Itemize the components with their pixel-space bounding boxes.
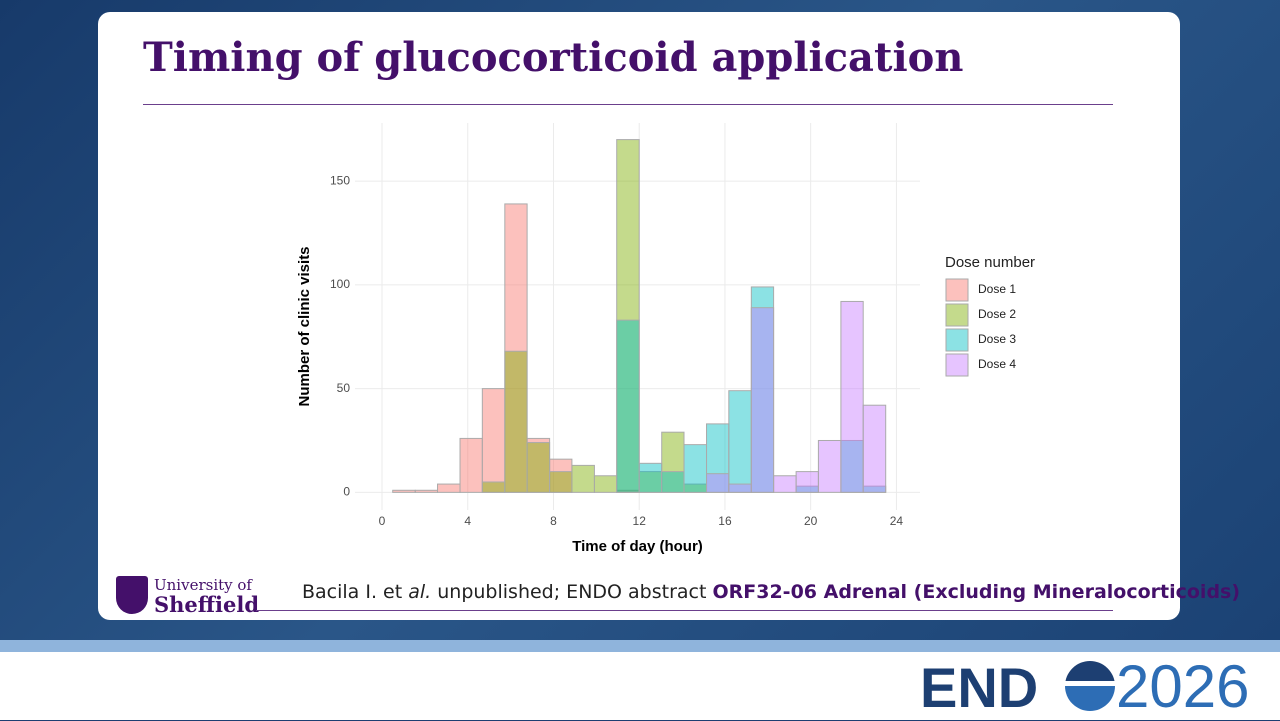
x-tick-label: 12	[633, 514, 647, 528]
bar	[862, 404, 887, 493]
x-tick-label: 8	[550, 514, 557, 528]
bar	[504, 350, 528, 493]
slide-title: Timing of glucocorticoid application	[143, 34, 964, 81]
bar	[481, 388, 506, 493]
citation-text: Bacila I. et	[302, 581, 403, 603]
globe-icon	[1065, 661, 1115, 711]
bar	[571, 464, 595, 493]
bar	[750, 307, 775, 493]
legend-label: Dose 4	[978, 357, 1016, 371]
legend-swatch	[945, 353, 969, 377]
bar	[392, 489, 416, 493]
y-tick-label: 50	[337, 381, 351, 395]
x-tick-label: 4	[464, 514, 471, 528]
y-tick-label: 0	[343, 485, 350, 499]
shield-icon	[116, 576, 148, 614]
y-tick-label: 100	[330, 277, 350, 291]
bar	[683, 444, 708, 493]
bar	[459, 437, 483, 493]
logo-line: University of	[154, 576, 252, 594]
citation-text: al.	[408, 581, 432, 603]
bar	[414, 489, 439, 493]
bar	[661, 471, 685, 493]
y-tick-label: 150	[330, 173, 350, 187]
bar	[437, 483, 461, 493]
legend-label: Dose 2	[978, 307, 1016, 321]
legend-swatch	[945, 328, 969, 352]
bar	[616, 319, 640, 493]
citation-text: unpublished; ENDO abstract	[437, 581, 707, 603]
legend-label: Dose 3	[978, 332, 1016, 346]
title-rule	[143, 104, 1113, 105]
bar	[593, 475, 618, 493]
bar	[706, 473, 730, 493]
bar	[728, 390, 752, 493]
bar	[795, 471, 819, 493]
bar	[526, 442, 551, 493]
legend-label: Dose 1	[978, 282, 1016, 296]
bar	[481, 481, 506, 493]
x-tick-label: 0	[379, 514, 386, 528]
citation: Bacila I. et al. unpublished; ENDO abstr…	[302, 581, 1240, 603]
y-axis-title: Number of clinic visits	[296, 246, 313, 406]
x-axis-title: Time of day (hour)	[572, 538, 703, 555]
x-tick-label: 20	[804, 514, 818, 528]
citation-abstract: ORF32-06 Adrenal (Excluding Mineralocort…	[712, 581, 1241, 603]
bar	[773, 475, 797, 493]
footer-rule	[256, 610, 1113, 611]
bar	[638, 462, 663, 493]
x-tick-label: 24	[890, 514, 904, 528]
legend-title: Dose number	[945, 254, 1035, 271]
conference-name: END	[920, 656, 1039, 719]
x-tick-label: 16	[718, 514, 732, 528]
stripe	[0, 640, 1280, 652]
bar	[817, 439, 842, 493]
bar	[840, 300, 864, 493]
legend-swatch	[945, 278, 969, 302]
conference-year: 2026	[1116, 653, 1250, 720]
bar	[549, 471, 573, 493]
bar	[728, 483, 752, 493]
legend-swatch	[945, 303, 969, 327]
logo-line: Sheffield	[154, 592, 260, 617]
